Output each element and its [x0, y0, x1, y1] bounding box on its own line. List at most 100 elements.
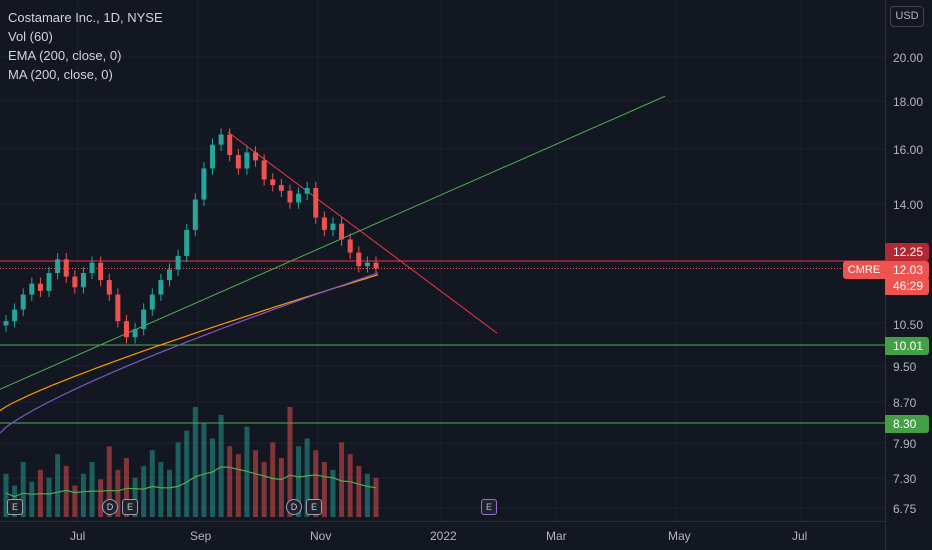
volume-bar: [184, 430, 190, 517]
resistance-price-badge: 12.25: [885, 243, 929, 261]
volume-bar: [270, 442, 276, 517]
time-tick: Jul: [70, 529, 86, 543]
price-tick: 20.00: [893, 51, 924, 65]
candle-body: [29, 283, 35, 295]
volume-bar: [347, 454, 353, 517]
currency-button[interactable]: USD: [890, 6, 924, 27]
candle-body: [72, 276, 78, 288]
volume-bar: [80, 473, 86, 517]
price-tick: 10.50: [893, 318, 924, 332]
candle-body: [149, 294, 155, 310]
ascending-trendline: [0, 95, 666, 390]
ma-line: [0, 272, 379, 434]
volume-bar: [364, 473, 370, 517]
candle-body: [123, 321, 129, 338]
candle-body: [321, 217, 327, 230]
time-axis[interactable]: [0, 521, 885, 550]
earnings-event-icon[interactable]: E: [7, 499, 23, 515]
candle-body: [347, 239, 353, 253]
chart-legend: Costamare Inc., 1D, NYSE Vol (60) EMA (2…: [8, 8, 163, 84]
candle-body: [218, 134, 224, 145]
volume-bar: [261, 462, 267, 517]
candle-body: [106, 280, 112, 295]
volume-bar: [106, 446, 112, 517]
candle-body: [184, 229, 190, 256]
volume-bar: [373, 477, 379, 517]
volume-bar: [132, 477, 138, 517]
candle-body: [141, 309, 147, 330]
volume-bar: [218, 414, 224, 517]
support-lower-badge: 8.30: [885, 415, 929, 433]
volume-bar: [304, 438, 310, 517]
symbol-badge: CMRE: [843, 261, 885, 279]
legend-volume[interactable]: Vol (60): [8, 29, 53, 44]
candle-body: [296, 193, 302, 203]
time-tick: Jul: [792, 529, 808, 543]
price-tick: 14.00: [893, 198, 924, 212]
legend-ema[interactable]: EMA (200, close, 0): [8, 48, 122, 63]
volume-bar: [115, 469, 121, 517]
upcoming-earnings-event-icon[interactable]: E: [481, 499, 497, 515]
candle-body: [356, 252, 362, 267]
candle-body: [158, 280, 164, 295]
time-tick: 2022: [430, 529, 457, 543]
volume-bar: [89, 462, 95, 517]
candle-body: [373, 262, 379, 269]
volume-bar: [29, 481, 35, 517]
ema-line: [0, 274, 379, 412]
volume-ma-line: [5, 466, 377, 498]
dividend-event-icon[interactable]: D: [102, 499, 118, 515]
candle-body: [37, 283, 43, 291]
candle-body: [270, 179, 276, 186]
legend-ma[interactable]: MA (200, close, 0): [8, 67, 113, 82]
candle-body: [3, 321, 9, 326]
dividend-event-icon[interactable]: D: [286, 499, 302, 515]
volume-bar: [166, 469, 172, 517]
descending-trendline: [227, 131, 498, 334]
volume-bar: [63, 465, 69, 517]
volume-bar: [287, 407, 293, 517]
price-tick: 16.00: [893, 143, 924, 157]
candle-body: [330, 223, 336, 230]
candle-body: [235, 155, 241, 169]
candle-body: [12, 309, 18, 322]
earnings-event-icon[interactable]: E: [306, 499, 322, 515]
volume-bar: [123, 458, 129, 517]
volume-bar: [278, 458, 284, 517]
volume-bar: [141, 465, 147, 517]
candle-body: [80, 273, 86, 288]
earnings-event-icon[interactable]: E: [122, 499, 138, 515]
volume-bar: [3, 473, 9, 517]
candle-body: [210, 144, 216, 169]
candle-body: [364, 262, 370, 267]
price-tick: 8.70: [893, 396, 917, 410]
time-tick: May: [668, 529, 691, 543]
time-tick: Mar: [546, 529, 567, 543]
volume-bar: [339, 442, 345, 517]
current-price-badge: 12.03: [885, 261, 929, 279]
volume-bar: [192, 407, 198, 517]
candle-body: [192, 199, 198, 230]
volume-bar: [158, 462, 164, 517]
time-tick: Sep: [190, 529, 212, 543]
candle-body: [287, 190, 293, 203]
volume-bar: [321, 462, 327, 517]
candle-body: [98, 262, 104, 281]
volume-bar: [296, 446, 302, 517]
volume-bar: [253, 450, 259, 517]
candle-body: [313, 187, 319, 218]
candle-body: [175, 255, 181, 270]
volume-bar: [330, 469, 336, 517]
countdown-badge: 46:29: [885, 277, 929, 295]
volume-bar: [46, 477, 52, 517]
candle-body: [46, 273, 52, 291]
candle-body: [132, 329, 138, 338]
candle-body: [89, 262, 95, 274]
candle-body: [115, 294, 121, 322]
candle-body: [227, 134, 233, 156]
candle-body: [63, 259, 69, 277]
volume-bar: [175, 442, 181, 517]
candle-body: [339, 223, 345, 240]
volume-bar: [149, 450, 155, 517]
legend-title[interactable]: Costamare Inc., 1D, NYSE: [8, 10, 163, 25]
